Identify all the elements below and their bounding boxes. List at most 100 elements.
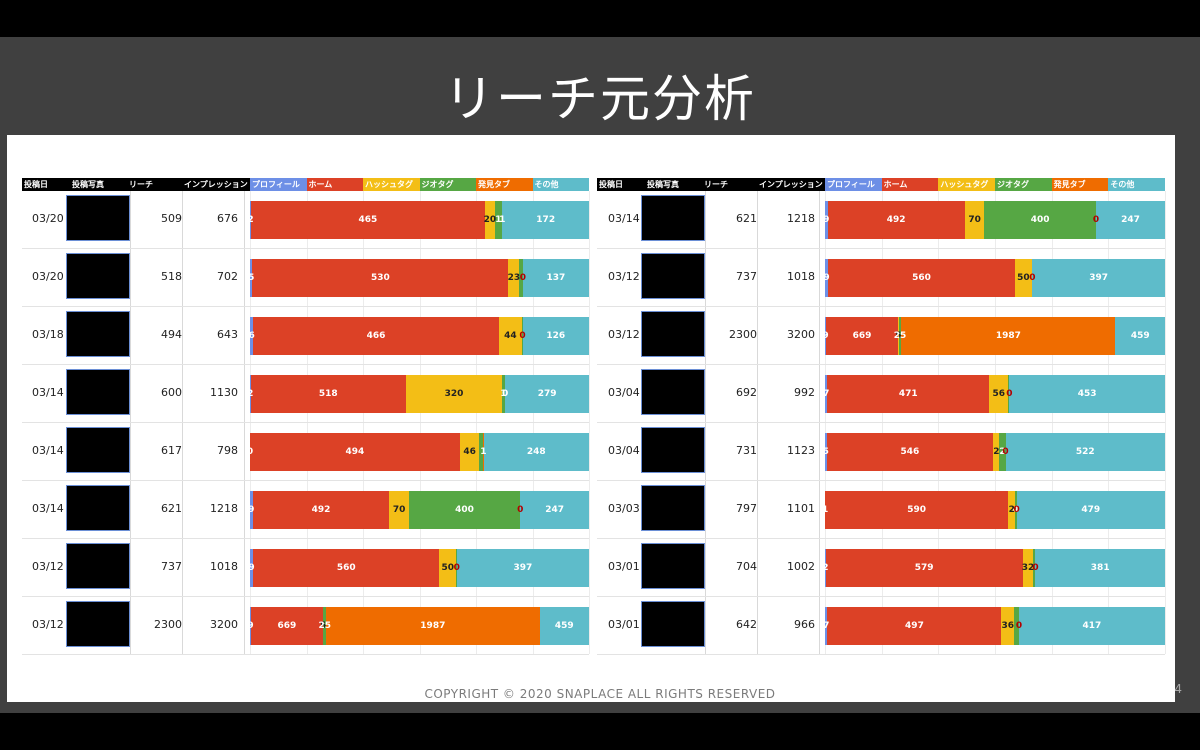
bar-segment-label: 247 [1121, 215, 1140, 225]
post-date: 03/12 [608, 270, 640, 283]
bar-segment-label: 1987 [420, 621, 446, 631]
bar-segment-label: 56 [992, 389, 1006, 399]
bar-segment-label: 70 [392, 505, 406, 515]
stacked-bar: 9 560 50 0 397 [248, 549, 589, 587]
bar-segment-label: 471 [898, 389, 918, 399]
post-thumbnail[interactable] [641, 195, 705, 241]
bar-segment-geotag [1033, 549, 1036, 587]
header-impressions: インプレッション [759, 180, 823, 189]
post-thumbnail[interactable] [641, 601, 705, 647]
table-row: 03/12 2300 3200 9 669 5 25 1987 459 [22, 597, 589, 655]
table-row: 03/14 621 1218 9 492 70 400 0 247 [597, 191, 1165, 249]
slide-title: リーチ元分析 [444, 70, 756, 128]
bar-segment-label: 397 [513, 563, 533, 573]
bar-segment-hashtag: 46 [459, 433, 480, 471]
reach-value: 737 [736, 270, 757, 283]
post-thumbnail[interactable] [641, 485, 705, 531]
bar-segment-label: 590 [907, 505, 927, 515]
table-row: 03/01 704 1002 2 579 32 0 381 [597, 539, 1165, 597]
bar-segment-label: 25 [893, 331, 907, 341]
bar-segment-label: 9 [823, 273, 830, 283]
bar-segment-geotag [519, 259, 523, 297]
post-thumbnail[interactable] [66, 311, 130, 357]
bar-segment-discover: 1987 [901, 317, 1116, 355]
legend-geotag: ジオタグ [995, 178, 1052, 191]
bar-segment-other: 248 [483, 433, 589, 471]
impressions-value: 1018 [210, 560, 238, 573]
bar-segment-label: 0 [1002, 447, 1009, 457]
header-impressions: インプレッション [184, 180, 248, 189]
post-thumbnail[interactable] [641, 253, 705, 299]
post-thumbnail[interactable] [66, 195, 130, 241]
legend-home: ホーム [881, 178, 939, 191]
stacked-bar: 5 546 2 2 0 522 [823, 433, 1165, 471]
bar-segment-other: 459 [1115, 317, 1165, 355]
bar-segment-home: 590 [825, 491, 1008, 529]
bar-segment-label: 459 [1130, 331, 1150, 341]
bar-segment-profile: 9 [822, 317, 829, 355]
post-thumbnail[interactable] [66, 485, 130, 531]
bar-segment-label: 9 [823, 215, 830, 225]
stacked-bar: 2 465 20 1 1 172 [247, 201, 589, 239]
post-date: 03/20 [32, 270, 64, 283]
bar-segment-label: 546 [900, 447, 920, 457]
bar-segment-label: 492 [886, 215, 906, 225]
bar-segment-other: 126 [522, 317, 589, 355]
bar-segment-hashtag: 5 [320, 607, 326, 645]
post-thumbnail[interactable] [66, 601, 130, 647]
bar-segment-profile: 9 [247, 607, 254, 645]
bar-segment-geotag: 4 [1013, 491, 1019, 529]
bar-segment-label: 466 [366, 331, 386, 341]
reach-value: 621 [161, 502, 182, 515]
reach-value: 494 [161, 328, 182, 341]
post-date: 03/01 [608, 618, 640, 631]
post-thumbnail[interactable] [66, 253, 130, 299]
bar-segment-profile: 2 [822, 549, 829, 587]
post-thumbnail[interactable] [66, 427, 130, 473]
bar-segment-geotag: 25 [318, 607, 331, 645]
bar-segment-home: 497 [827, 607, 1002, 645]
bar-segment-hashtag: 32 [1022, 549, 1034, 587]
impressions-value: 702 [217, 270, 238, 283]
table-row: 03/01 642 966 7 497 36 0 417 [597, 597, 1165, 655]
post-thumbnail[interactable] [66, 543, 130, 589]
bar-segment-label: 0 [1015, 621, 1023, 631]
table-row: 03/20 518 702 5 530 23 0 137 [22, 249, 589, 307]
reach-value: 642 [736, 618, 757, 631]
bar-segment-label: 2 [1008, 505, 1015, 515]
bar-segment-home: 492 [827, 201, 965, 239]
bar-segment-label: 465 [358, 215, 378, 225]
table-row: 03/12 737 1018 9 560 50 0 397 [22, 539, 589, 597]
stacked-bar: 7 471 56 0 453 [823, 375, 1165, 413]
bar-segment-label: 9 [248, 505, 255, 515]
post-thumbnail[interactable] [66, 369, 130, 415]
bar-segment-label: 1 [495, 215, 502, 225]
bar-segment-hashtag: 20 [484, 201, 496, 239]
bar-segment-home: 560 [828, 259, 1016, 297]
bar-segment-label: 2 [822, 563, 829, 573]
post-thumbnail[interactable] [641, 369, 705, 415]
bar-segment-label: 0 [1092, 215, 1100, 225]
bar-segment-hashtag: 36 [1001, 607, 1015, 645]
post-thumbnail[interactable] [641, 543, 705, 589]
bar-segment-label: 46 [463, 447, 476, 457]
bar-segment-label: 5 [895, 331, 902, 341]
post-thumbnail[interactable] [641, 311, 705, 357]
post-date: 03/14 [608, 212, 640, 225]
bar-segment-label: 494 [345, 447, 365, 457]
bar-segment-hashtag: 70 [389, 491, 409, 529]
bar-segment-label: 0 [246, 447, 254, 457]
table-row: 03/18 494 643 6 466 44 0 126 [22, 307, 589, 365]
copyright-footer: COPYRIGHT © 2020 SNAPLACE ALL RIGHTS RES… [424, 687, 776, 701]
reach-value: 600 [161, 386, 182, 399]
bar-segment-other: 137 [522, 259, 589, 297]
bar-segment-geotag [456, 549, 457, 587]
bar-segment-label: 25 [318, 621, 331, 631]
bar-segment-label: 44 [504, 331, 517, 341]
impressions-value: 1130 [210, 386, 238, 399]
post-thumbnail[interactable] [641, 427, 705, 473]
table-row: 03/04 731 1123 5 546 2 2 0 522 [597, 423, 1165, 481]
bar-segment-label: 397 [1089, 273, 1109, 283]
legend-profile: プロフィール [250, 178, 307, 191]
bar-segment-home: 546 [826, 433, 994, 471]
